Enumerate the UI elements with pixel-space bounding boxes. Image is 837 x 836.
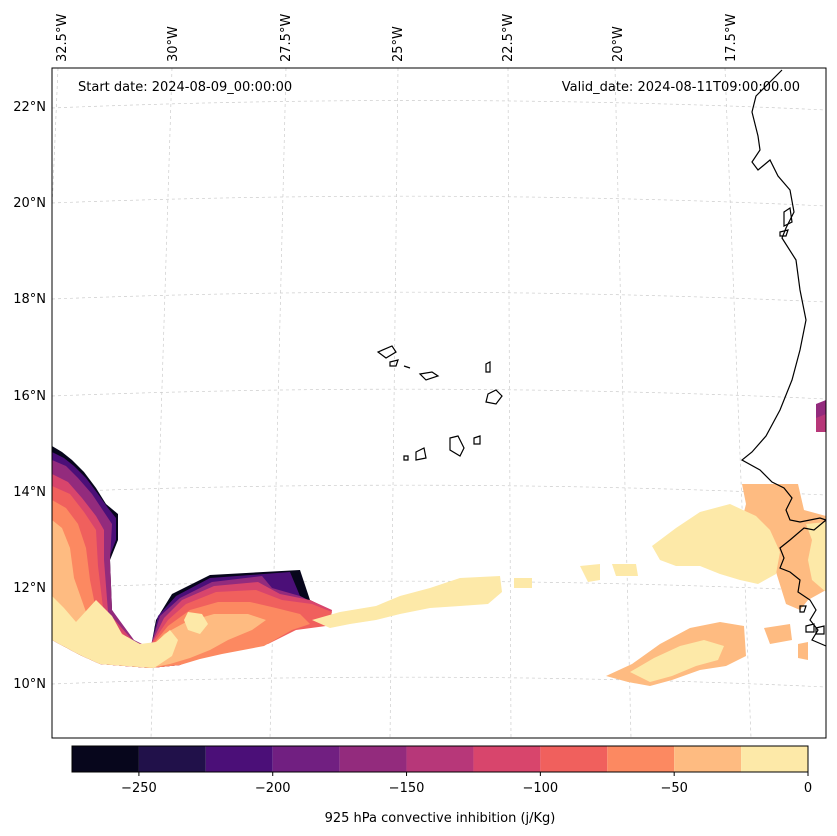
coastlines [376, 69, 827, 647]
cin-central-patch [514, 578, 532, 588]
colorbar-swatch [741, 746, 808, 772]
lat-label-16: 16°N [13, 389, 46, 404]
map-frame [51, 67, 827, 739]
cin-central-patch-3 [612, 564, 638, 576]
start-date-label: Start date: 2024-08-09_00:00:00 [78, 80, 292, 95]
colorbar-swatch [72, 746, 139, 772]
colorbar-swatch [607, 746, 675, 772]
cin-central-band [312, 576, 502, 628]
lat-label-12: 12°N [13, 581, 46, 596]
colorbar-swatch [406, 746, 474, 772]
gridlines [51, 67, 827, 739]
meridian-30 [150, 67, 173, 739]
lon-label-27-5: 27.5°W [279, 14, 294, 62]
lat-label-22: 22°N [13, 100, 46, 115]
cin-central-patch-2 [580, 564, 600, 582]
colorbar-swatch [339, 746, 407, 772]
longitude-labels: 32.5°W 30°W 27.5°W 25°W 22.5°W 20°W 17.5… [55, 14, 739, 62]
lon-label-25: 25°W [391, 26, 406, 62]
parallel-14 [51, 484, 827, 496]
parallel-12 [51, 580, 827, 592]
lon-label-22-5: 22.5°W [501, 14, 516, 62]
cin-east-south-patch [764, 624, 792, 644]
cape-verde-brava [403, 455, 409, 461]
colorbar-swatch [540, 746, 608, 772]
cin-field-west [52, 446, 332, 668]
cin-east-coast-patch [806, 522, 826, 592]
parallel-22 [51, 100, 827, 111]
colorbar-frame [71, 745, 809, 773]
meridian-17-5 [724, 67, 752, 739]
cape-verde-santiago [449, 435, 465, 457]
meridian-22-5 [507, 67, 512, 739]
colorbar-swatch [674, 746, 742, 772]
parallel-20 [51, 195, 827, 207]
colorbar-tick-label: −250 [121, 781, 157, 796]
cin-field-east [606, 400, 826, 686]
canary-coast-islet [779, 206, 793, 237]
cape-verde-boa-vista [485, 389, 503, 405]
lat-label-14: 14°N [13, 485, 46, 500]
cin-west-level-7 [52, 520, 266, 668]
colorbar-tick-label: −100 [523, 781, 559, 796]
parallel-18 [51, 291, 827, 303]
cin-west-level-8 [52, 596, 178, 668]
colorbar-ticks: −250 −200 −150 −100 −50 0 [121, 772, 812, 796]
cin-field-central [312, 564, 638, 628]
lat-label-10: 10°N [13, 677, 46, 692]
cape-verde-fogo [415, 447, 427, 461]
cin-east-high-patch-inner [816, 414, 826, 432]
cape-verde-sao-nicolau [418, 371, 440, 381]
colorbar-swatch [473, 746, 541, 772]
lon-label-30: 30°W [166, 26, 181, 62]
colorbar: −250 −200 −150 −100 −50 0 925 hPa convective … [71, 745, 812, 826]
colorbar-tick-label: 0 [804, 781, 812, 796]
valid-date-label: Valid_date: 2024-08-11T09:00:00.00 [562, 80, 800, 95]
bissagos-islands [799, 605, 825, 635]
lat-label-18: 18°N [13, 292, 46, 307]
cape-verde-sal [485, 361, 491, 373]
cape-verde-maio [473, 435, 481, 445]
lon-label-17-5: 17.5°W [724, 14, 739, 62]
meridian-25 [389, 67, 399, 739]
cin-east-level-2 [652, 504, 780, 584]
cape-verde-santa-luzia [403, 365, 411, 369]
cin-west-pocket [184, 612, 208, 634]
cin-east-south-level-2 [630, 640, 724, 682]
lat-label-20: 20°N [13, 196, 46, 211]
cape-verde-sao-vicente [389, 359, 399, 367]
colorbar-tick-label: −50 [660, 781, 687, 796]
colorbar-tick-label: −200 [255, 781, 291, 796]
colorbar-swatches [72, 746, 808, 772]
colorbar-swatch [205, 746, 273, 772]
colorbar-tick-label: −150 [389, 781, 425, 796]
cin-east-south-patch-2 [798, 642, 808, 660]
meridian-20 [614, 67, 632, 739]
latitude-labels: 22°N 20°N 18°N 16°N 14°N 12°N 10°N [13, 100, 46, 692]
africa-coastline [740, 69, 827, 523]
parallel-16 [51, 388, 827, 400]
colorbar-label: 925 hPa convective inhibition (j/Kg) [325, 811, 556, 826]
lon-label-32-5: 32.5°W [55, 14, 70, 62]
parallel-10 [51, 676, 827, 688]
cape-verde-santo-antao [376, 345, 397, 359]
colorbar-swatch [272, 746, 340, 772]
lon-label-20: 20°W [611, 26, 626, 62]
colorbar-swatch [138, 746, 206, 772]
cin-east-level-1 [742, 484, 826, 610]
